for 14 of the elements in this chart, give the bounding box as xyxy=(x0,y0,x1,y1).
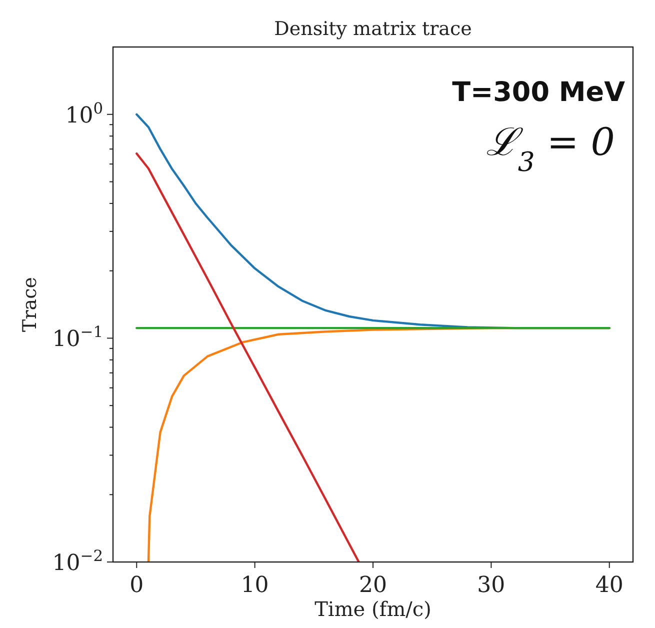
x-tick-label: 10 xyxy=(240,573,269,598)
x-tick-label: 40 xyxy=(595,573,624,598)
annotation: T=300 MeV xyxy=(452,77,626,108)
x-tick-label: 30 xyxy=(477,573,506,598)
annotation: ℒ$_{3}$ = 0 xyxy=(486,120,615,178)
y-tick-label: 10$^{0}$ xyxy=(65,99,103,128)
y-tick-label: 10$^{−1}$ xyxy=(52,323,103,352)
y-axis-title: Trace xyxy=(19,277,41,332)
y-tick-label: 10$^{−2}$ xyxy=(52,547,103,576)
x-tick-label: 0 xyxy=(130,573,144,598)
chart-title: Density matrix trace xyxy=(274,18,472,40)
x-tick-label: 20 xyxy=(359,573,387,598)
line-series xyxy=(136,152,360,562)
x-axis-title: Time (fm/c) xyxy=(314,597,432,621)
